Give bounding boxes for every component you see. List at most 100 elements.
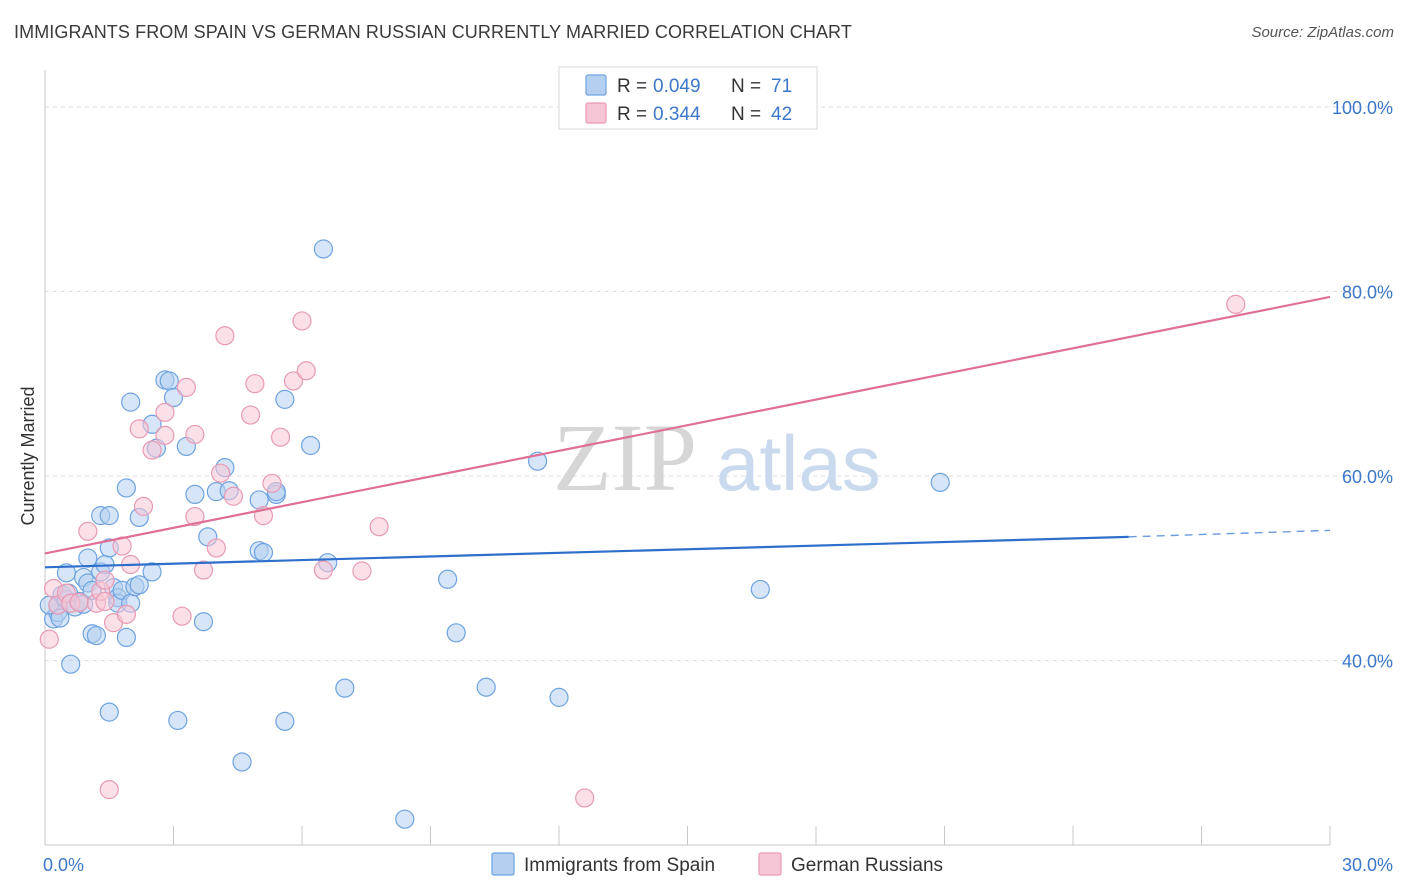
legend-swatch-spain — [585, 74, 607, 96]
point-spain — [121, 392, 141, 412]
stats-legend-row-german-russians: R = 0.344 N = 42 — [585, 102, 792, 125]
legend-n-value: 42 — [771, 104, 792, 125]
point-german-russians — [39, 629, 59, 649]
watermark-zip: ZIP — [553, 404, 697, 511]
trend-line-spain — [44, 535, 1129, 569]
stats-legend: R = 0.049 N = 71 R = 0.344 N = 42 — [558, 66, 818, 130]
y-tick-label: 100.0% — [1332, 98, 1393, 118]
point-spain — [116, 627, 136, 648]
source-credit: Source: ZipAtlas.com — [1251, 24, 1394, 41]
x-tick-label-max: 30.0% — [1342, 855, 1393, 875]
point-german-russians — [1226, 294, 1246, 314]
point-german-russians — [185, 506, 205, 527]
y-tick-label: 80.0% — [1342, 282, 1393, 302]
point-spain — [159, 371, 179, 391]
point-german-russians — [369, 517, 389, 537]
point-spain — [438, 569, 458, 589]
legend-n-label: N = — [731, 76, 761, 97]
point-german-russians — [176, 377, 196, 397]
y-tick-label: 40.0% — [1342, 651, 1393, 671]
point-spain — [335, 678, 355, 698]
point-spain — [275, 711, 295, 731]
point-spain — [232, 752, 252, 772]
series-legend-swatch-german-russians — [758, 852, 782, 876]
point-german-russians — [245, 374, 265, 394]
point-spain — [168, 710, 188, 731]
point-spain — [116, 478, 136, 498]
point-german-russians — [116, 604, 136, 624]
watermark: ZIP atlas — [553, 404, 881, 511]
point-spain — [476, 677, 496, 697]
point-spain — [86, 625, 107, 646]
legend-r-value: 0.049 — [653, 76, 701, 97]
point-german-russians — [95, 570, 115, 590]
point-spain — [78, 548, 98, 568]
point-german-russians — [283, 371, 304, 391]
point-german-russians — [193, 560, 214, 580]
point-spain — [549, 687, 569, 707]
legend-r-label: R = — [617, 104, 647, 125]
chart-title: IMMIGRANTS FROM SPAIN VS GERMAN RUSSIAN … — [14, 22, 852, 42]
series-legend: Immigrants from Spain German Russians — [491, 852, 943, 876]
point-german-russians — [215, 326, 235, 346]
legend-n-value: 71 — [771, 76, 792, 97]
point-german-russians — [155, 402, 175, 422]
watermark-atlas: atlas — [716, 419, 881, 507]
point-german-russians — [129, 419, 149, 439]
point-german-russians — [185, 424, 205, 445]
series-legend-label-german-russians: German Russians — [791, 855, 943, 876]
trend-line-german-russians — [44, 295, 1331, 555]
point-german-russians — [206, 538, 226, 558]
y-tick-labels: 40.0% 60.0% 80.0% 100.0% — [1332, 98, 1393, 672]
point-german-russians — [292, 311, 312, 331]
point-german-russians — [142, 440, 162, 460]
point-german-russians — [155, 425, 175, 445]
legend-r-label: R = — [617, 76, 647, 97]
point-spain — [930, 472, 950, 493]
point-german-russians — [172, 606, 192, 626]
legend-n-label: N = — [731, 104, 761, 125]
point-spain — [750, 579, 770, 600]
series-legend-swatch-spain — [491, 852, 515, 876]
point-spain — [163, 387, 184, 408]
trend-lines — [44, 295, 1331, 569]
point-spain — [193, 612, 214, 632]
point-german-russians — [69, 592, 89, 612]
point-german-russians — [211, 463, 231, 483]
point-spain — [185, 484, 205, 505]
point-spain — [446, 623, 466, 643]
point-spain — [129, 575, 149, 595]
point-spain — [99, 702, 119, 722]
point-german-russians — [352, 561, 372, 581]
point-german-russians — [241, 405, 261, 425]
point-german-russians — [296, 361, 316, 381]
point-german-russians — [95, 591, 115, 612]
point-german-russians — [575, 788, 595, 808]
legend-swatch-german-russians — [585, 102, 607, 124]
point-spain — [61, 654, 81, 674]
point-german-russians — [99, 780, 119, 800]
y-axis-title: Currently Married — [18, 386, 38, 525]
point-spain — [300, 435, 321, 456]
series-legend-label-spain: Immigrants from Spain — [524, 855, 715, 876]
point-german-russians — [313, 560, 334, 580]
scatter-points — [39, 239, 1246, 829]
point-german-russians — [262, 473, 282, 493]
x-tick-label-min: 0.0% — [43, 855, 84, 875]
trend-line-spain-extension — [1128, 529, 1331, 538]
point-spain — [313, 239, 334, 259]
point-german-russians — [223, 486, 244, 506]
point-german-russians — [270, 427, 291, 447]
point-german-russians — [78, 521, 98, 541]
y-tick-label: 60.0% — [1342, 467, 1393, 487]
point-german-russians — [133, 496, 154, 516]
point-spain — [395, 809, 415, 829]
axes — [44, 70, 1331, 846]
legend-r-value: 0.344 — [653, 104, 701, 125]
point-spain — [99, 506, 119, 526]
point-spain — [275, 389, 295, 409]
point-spain — [142, 562, 162, 582]
stats-legend-row-spain: R = 0.049 N = 71 — [585, 74, 792, 97]
point-spain — [253, 542, 274, 563]
